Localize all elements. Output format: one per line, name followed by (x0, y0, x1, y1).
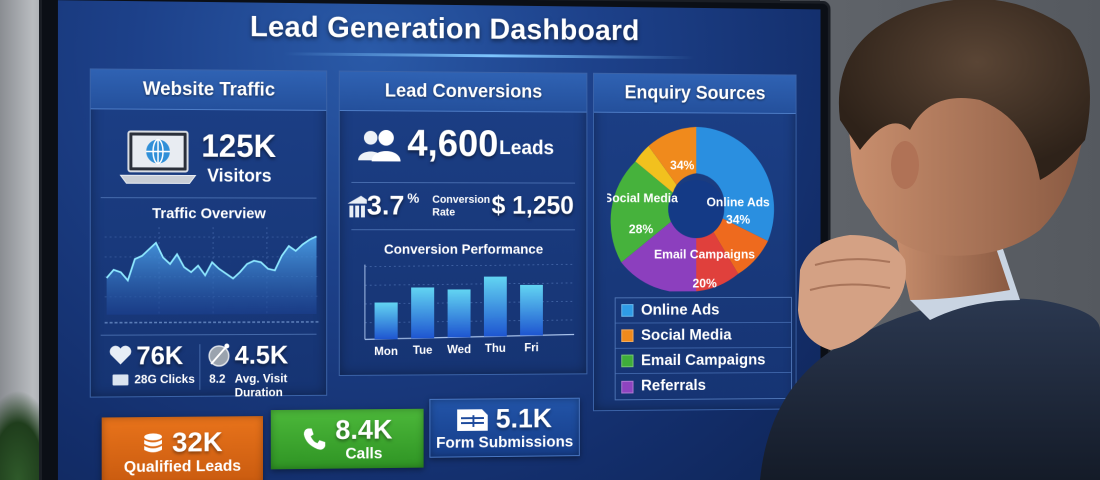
bar-mon (374, 302, 398, 340)
conversion-rate-symbol: % (407, 189, 420, 206)
kpi-top: 5.1K (457, 402, 552, 435)
slice-label-email: Email Campaigns (654, 247, 755, 262)
kpi-tile-form-submissions[interactable]: 5.1K Form Submissions (429, 397, 580, 458)
kpi-value: 8.4K (335, 413, 393, 445)
divider (351, 229, 576, 231)
conversion-bar-chart: Mon Tue Wed Thu Fri (359, 260, 579, 358)
bar-label: Tue (413, 343, 433, 357)
database-icon (144, 433, 163, 453)
kpi-content: 32K Qualified Leads (124, 426, 241, 477)
clicks-label: 28G Clicks (134, 372, 195, 387)
revenue-value: $ 1,250 (491, 190, 574, 220)
slice-pct-orange: 34% (670, 158, 695, 173)
kpi-value: 32K (172, 426, 223, 458)
kpi-value: 5.1K (495, 402, 552, 434)
visitors-label: Visitors (207, 165, 272, 186)
kpi-label: Qualified Leads (123, 457, 242, 477)
users-icon (358, 129, 401, 162)
heart-cursor-icon (109, 345, 132, 365)
page-title: Lead Generation Dashboard (249, 10, 640, 47)
kpi-tile-calls[interactable]: 8.4K Calls (270, 408, 424, 470)
bar-fri (520, 284, 543, 336)
bar-label: Mon (374, 344, 398, 358)
divider (100, 333, 317, 336)
kpi-content: 8.4K Calls (335, 414, 392, 464)
lead-conversions-panel: Lead Conversions 4,600 Leads 3.7 % Conve… (338, 70, 588, 376)
kpi-content: 5.1K Form Submissions (436, 403, 573, 453)
envelope-icon (112, 374, 129, 386)
visit-duration-label: Avg. Visit Duration (234, 371, 288, 400)
slice-pct-social-media: 28% (629, 222, 654, 237)
bar-tue (411, 287, 435, 339)
panel-header: Website Traffic (90, 69, 327, 111)
legend-swatch (621, 354, 634, 368)
divider (199, 344, 201, 390)
legend-swatch (621, 329, 634, 343)
monitor: Lead Generation Dashboard Website Traffi… (42, 0, 828, 480)
kpi-label: Form Submissions (436, 433, 574, 452)
bar-thu (483, 276, 507, 337)
legend-swatch (621, 304, 634, 317)
visitors-value: 125K (201, 127, 277, 164)
bar-wed (447, 289, 471, 338)
leads-label: Leads (499, 137, 555, 160)
kpi-tile-qualified-leads[interactable]: 32K Qualified Leads (101, 416, 263, 480)
legend-label: Social Media (641, 326, 732, 344)
clicks-value: 76K (136, 340, 184, 371)
panel-header: Lead Conversions (339, 71, 587, 113)
form-icon (457, 409, 489, 431)
bar-label: Thu (485, 341, 506, 355)
slice-pct-email: 20% (693, 276, 718, 291)
kpi-label: Calls (345, 445, 383, 463)
title-underline (284, 52, 695, 60)
bar-up-icon (347, 195, 367, 218)
bar-label: Fri (524, 340, 539, 354)
visit-duration-value: 4.5K (234, 339, 289, 370)
traffic-line-chart (105, 227, 321, 327)
conversion-label-line1: Conversion (432, 193, 491, 206)
laptop-globe-icon (119, 127, 198, 187)
legend-label: Online Ads (641, 301, 720, 319)
conversion-rate-value: 3.7 (366, 189, 405, 221)
person-foreground (760, 0, 1100, 480)
kpi-top: 32K (143, 426, 223, 459)
divider (100, 197, 317, 199)
bar-label: Wed (447, 342, 471, 356)
slice-pct-online-ads: 34% (726, 212, 751, 227)
traffic-overview-title: Traffic Overview (152, 205, 266, 223)
enquiry-donut-chart: Online Ads 34% 34% Social Media 28% Emai… (607, 126, 775, 292)
phone-icon (304, 428, 326, 450)
leads-value: 4,600 (407, 123, 499, 165)
conversion-rate-label: Conversion Rate (432, 194, 490, 220)
slice-label-social-media: Social Media (607, 190, 678, 205)
dashboard-screen: Lead Generation Dashboard Website Traffi… (57, 0, 821, 480)
legend-swatch (621, 380, 634, 394)
conversion-performance-title: Conversion Performance (383, 241, 544, 257)
conversion-label-line2: Rate (432, 206, 456, 219)
website-traffic-panel: Website Traffic 125K Visitors Traffic Ov… (89, 68, 328, 400)
divider (351, 181, 576, 184)
legend-label: Referrals (641, 377, 706, 395)
enquiry-sources-panel: Enquiry Sources Online Ads 34 (593, 72, 797, 412)
slice-label-online-ads: Online Ads (706, 195, 769, 210)
clock-needle-icon (207, 342, 231, 368)
visit-duration-prefix: 8.2 (209, 371, 226, 386)
